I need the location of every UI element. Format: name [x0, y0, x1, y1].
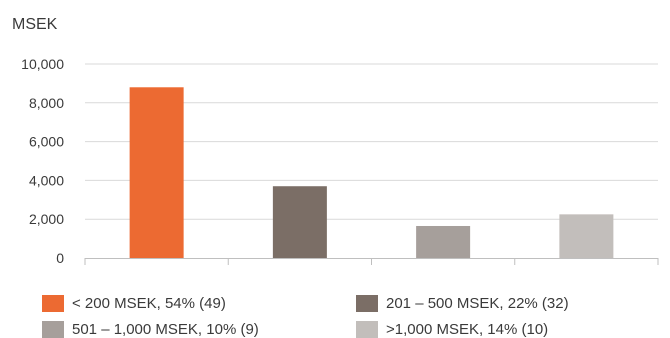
bar-2 — [272, 186, 327, 258]
bar-4 — [559, 214, 614, 258]
y-tick-label-0: 0 — [56, 250, 64, 266]
y-tick-label-2: 4,000 — [29, 172, 64, 188]
y-tick-label-3: 6,000 — [29, 134, 64, 150]
y-tick-label-4: 8,000 — [29, 95, 64, 111]
y-axis-label: MSEK — [12, 16, 58, 33]
bar-1 — [129, 87, 184, 258]
y-tick-label-1: 2,000 — [29, 211, 64, 227]
bar-3 — [416, 225, 471, 258]
y-tick-label-5: 10,000 — [21, 56, 64, 72]
